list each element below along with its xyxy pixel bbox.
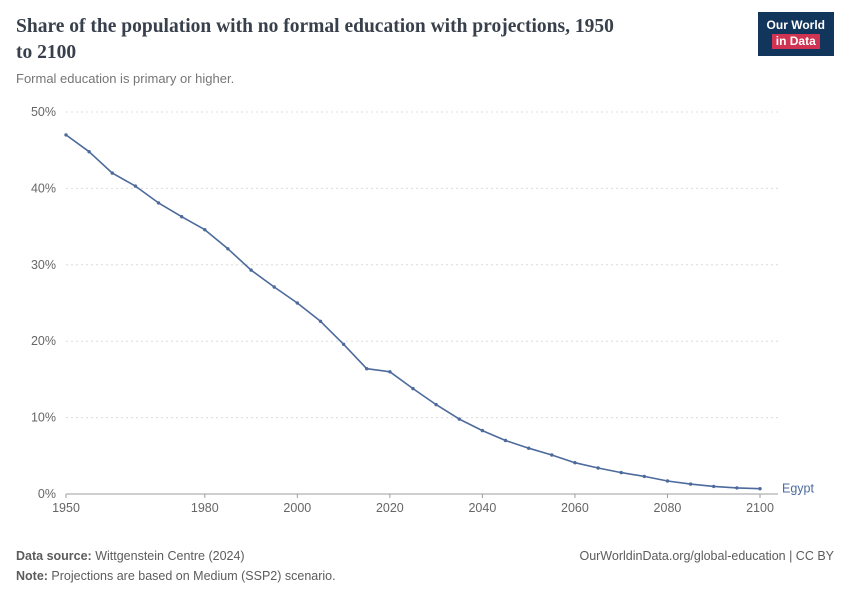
footer: Data source: Wittgenstein Centre (2024) … xyxy=(16,547,834,586)
chart-header: Share of the population with no formal e… xyxy=(16,12,834,87)
data-point xyxy=(503,439,508,443)
data-point xyxy=(411,387,415,391)
data-point xyxy=(295,301,299,306)
data-point xyxy=(249,268,253,273)
x-axis-label: 2000 xyxy=(283,501,311,515)
data-source-text: Wittgenstein Centre (2024) xyxy=(91,549,245,564)
data-point xyxy=(365,367,369,371)
data-point xyxy=(665,479,670,484)
y-axis-label: 20% xyxy=(31,335,56,349)
series-label: Egypt xyxy=(782,482,814,496)
data-point xyxy=(226,247,230,251)
data-point xyxy=(133,184,138,189)
data-source: Data source: Wittgenstein Centre (2024) xyxy=(16,547,245,566)
data-point xyxy=(619,471,623,475)
data-point xyxy=(480,429,485,433)
y-axis-label: 0% xyxy=(38,487,56,501)
data-point xyxy=(457,417,461,422)
line-chart: 0% 10% 20% 30% 40% 50% 1950 1980 2000 2020 2040 206… xyxy=(31,105,815,515)
data-point xyxy=(341,343,346,347)
data-point xyxy=(110,171,115,176)
footer-link[interactable]: OurWorldinData.org/global-education | CC… xyxy=(579,549,834,564)
data-point xyxy=(434,403,438,407)
data-point xyxy=(712,485,716,489)
data-source-label: Data source: xyxy=(16,549,92,564)
y-axis-label: 40% xyxy=(31,182,56,196)
data-point xyxy=(573,461,577,465)
x-axis-label: 1950 xyxy=(52,501,80,515)
data-point xyxy=(688,482,693,487)
x-axis-label: 2060 xyxy=(561,501,589,515)
logo-line1: Our World xyxy=(766,18,825,32)
note-text: Projections are based on Medium (SSP2) s… xyxy=(47,568,336,583)
data-point xyxy=(87,150,91,154)
x-axis-label: 2080 xyxy=(654,501,682,515)
data-point xyxy=(64,133,68,138)
data-point xyxy=(180,215,184,219)
data-point xyxy=(527,446,531,451)
data-point xyxy=(272,285,276,290)
x-axis-label: 2040 xyxy=(468,501,496,515)
note-label: Note: xyxy=(16,568,48,583)
owid-logo: Our World in Data xyxy=(757,12,834,56)
page-subtitle: Formal education is primary or higher. xyxy=(16,71,235,87)
data-point xyxy=(318,320,323,324)
logo-line2: in Data xyxy=(771,34,820,49)
data-point xyxy=(550,453,554,458)
chart-area: 0% 10% 20% 30% 40% 50% 1950 1980 2000 2020 2040 206… xyxy=(16,96,834,528)
data-point xyxy=(596,466,600,471)
data-point xyxy=(156,201,161,206)
y-axis-label: 10% xyxy=(31,411,56,425)
x-axis-label: 1980 xyxy=(191,501,219,515)
x-axis-label: 2020 xyxy=(376,501,404,515)
data-point xyxy=(758,487,762,491)
x-axis-label: 2100 xyxy=(746,501,774,515)
data-point xyxy=(735,486,739,491)
data-point xyxy=(642,475,646,479)
note: Note: Projections are based on Medium (S… xyxy=(16,567,336,586)
y-axis-label: 30% xyxy=(31,258,56,272)
data-point xyxy=(388,370,392,374)
data-point xyxy=(203,228,207,232)
page-title: Share of the population with no formal e… xyxy=(16,16,614,63)
y-axis-label: 50% xyxy=(31,105,56,119)
